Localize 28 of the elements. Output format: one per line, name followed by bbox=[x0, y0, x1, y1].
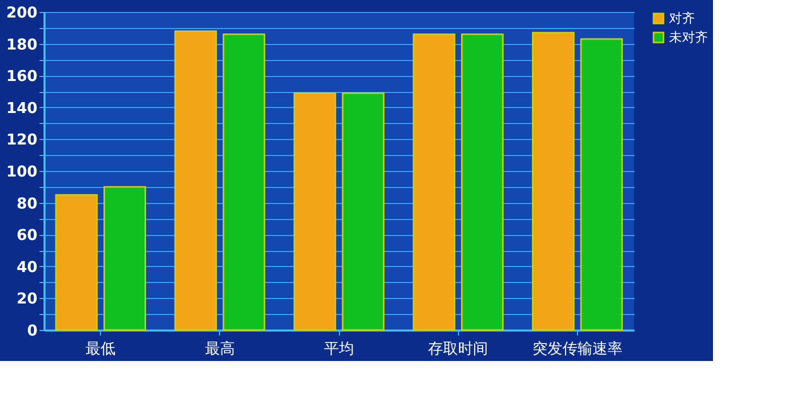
x-tick-label: 最高 bbox=[204, 340, 235, 358]
y-tick-label: 120 bbox=[6, 130, 38, 149]
bar bbox=[103, 186, 146, 331]
y-tick-label: 80 bbox=[16, 194, 38, 212]
bar bbox=[222, 34, 266, 331]
x-tick-label: 存取时间 bbox=[428, 340, 488, 358]
y-tick-label: 40 bbox=[16, 258, 38, 276]
y-tick-label: 60 bbox=[16, 226, 38, 244]
y-tick-label: 180 bbox=[6, 35, 38, 54]
y-tick-label: 100 bbox=[6, 162, 38, 180]
bar bbox=[461, 34, 504, 331]
y-tick-label: 0 bbox=[27, 322, 38, 340]
x-tick-label: 平均 bbox=[324, 340, 354, 358]
x-tick-label: 最低 bbox=[86, 340, 116, 358]
bar bbox=[174, 30, 217, 331]
bar bbox=[342, 92, 384, 331]
bar bbox=[294, 92, 336, 331]
y-tick-label: 160 bbox=[6, 67, 38, 86]
y-tick-label: 140 bbox=[6, 98, 38, 117]
x-tick-label: 突发传输速率 bbox=[532, 340, 622, 358]
bar bbox=[532, 32, 575, 331]
legend-label: 对齐 bbox=[669, 12, 695, 26]
y-tick-label: 200 bbox=[6, 4, 38, 22]
legend-label: 未对齐 bbox=[669, 30, 708, 46]
bar bbox=[412, 34, 456, 331]
bar bbox=[55, 194, 98, 331]
bar bbox=[580, 38, 623, 331]
y-tick-label: 20 bbox=[16, 290, 38, 308]
